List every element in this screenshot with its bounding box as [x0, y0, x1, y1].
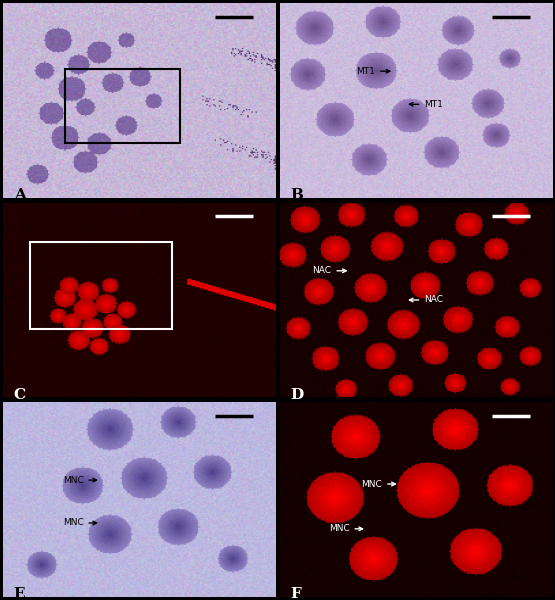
Text: MT1: MT1 — [410, 100, 443, 109]
Text: MNC: MNC — [361, 479, 395, 488]
Text: E: E — [14, 587, 26, 600]
Bar — [30, 242, 171, 329]
Text: B: B — [291, 188, 304, 202]
Bar — [65, 69, 180, 143]
Text: C: C — [14, 388, 26, 401]
Text: F: F — [291, 587, 301, 600]
Text: D: D — [291, 388, 304, 401]
Text: MNC: MNC — [63, 518, 97, 527]
Text: NAC: NAC — [410, 295, 443, 304]
Text: A: A — [14, 188, 26, 202]
Text: MT1: MT1 — [356, 67, 390, 76]
Text: MNC: MNC — [329, 524, 362, 533]
Text: NAC: NAC — [312, 266, 346, 275]
Text: MNC: MNC — [63, 476, 97, 485]
